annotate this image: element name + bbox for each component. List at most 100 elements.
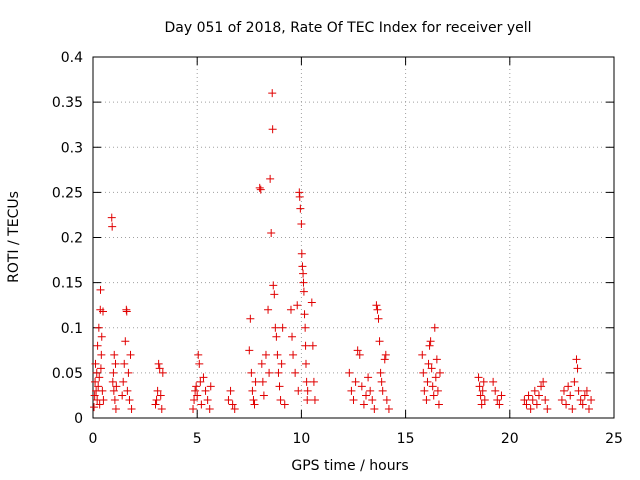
data-points — [90, 89, 596, 413]
data-point — [578, 400, 587, 409]
data-point — [301, 341, 310, 350]
data-point — [111, 404, 120, 413]
data-point — [224, 395, 233, 404]
data-point — [345, 368, 354, 377]
data-point — [190, 395, 199, 404]
data-point — [381, 350, 390, 359]
data-point — [347, 386, 356, 395]
data-point — [255, 183, 264, 192]
data-point — [118, 391, 127, 400]
data-point — [431, 373, 440, 382]
data-point — [373, 305, 382, 314]
data-point — [435, 368, 444, 377]
data-point — [288, 332, 297, 341]
data-point — [423, 377, 432, 386]
data-point — [309, 377, 318, 386]
data-point — [230, 404, 239, 413]
data-point — [378, 386, 387, 395]
data-point — [99, 307, 108, 316]
data-point — [152, 395, 161, 404]
data-point — [249, 395, 258, 404]
data-point — [587, 395, 596, 404]
data-point — [96, 285, 105, 294]
data-point — [372, 301, 381, 310]
data-point — [294, 386, 303, 395]
data-point — [534, 391, 543, 400]
data-point — [303, 386, 312, 395]
y-tick-label: 0.1 — [61, 321, 83, 337]
data-point — [429, 391, 438, 400]
data-point — [124, 368, 133, 377]
data-point — [120, 359, 129, 368]
data-point — [109, 386, 118, 395]
data-point — [491, 386, 500, 395]
data-point — [271, 323, 280, 332]
data-point — [384, 404, 393, 413]
data-point — [272, 332, 281, 341]
data-point — [153, 386, 162, 395]
data-point — [248, 386, 257, 395]
data-point — [107, 213, 116, 222]
data-point — [301, 323, 310, 332]
data-point — [278, 323, 287, 332]
data-point — [489, 377, 498, 386]
data-point — [351, 377, 360, 386]
data-point — [427, 364, 436, 373]
data-point — [362, 391, 371, 400]
data-point — [157, 404, 166, 413]
data-point — [199, 373, 208, 382]
data-point — [308, 341, 317, 350]
data-point — [299, 278, 308, 287]
data-point — [419, 368, 428, 377]
data-point — [246, 314, 255, 323]
data-point — [576, 395, 585, 404]
data-point — [376, 368, 385, 377]
data-point — [110, 395, 119, 404]
data-point — [353, 346, 362, 355]
data-point — [94, 382, 103, 391]
x-axis-label: GPS time / hours — [291, 458, 408, 474]
data-point — [99, 395, 108, 404]
data-point — [307, 298, 316, 307]
data-point — [564, 382, 573, 391]
data-point — [539, 377, 548, 386]
data-point — [286, 305, 295, 314]
data-point — [382, 395, 391, 404]
data-point — [537, 382, 546, 391]
y-tick-label: 0.3 — [61, 140, 83, 156]
data-point — [96, 364, 105, 373]
data-point — [201, 386, 210, 395]
data-point — [94, 323, 103, 332]
y-tick-label: 0 — [74, 411, 83, 427]
x-tick-label: 20 — [501, 431, 519, 447]
data-point — [289, 350, 298, 359]
data-point — [522, 400, 531, 409]
y-axis-label: ROTI / TECUs — [6, 191, 22, 283]
data-point — [228, 400, 237, 409]
x-tick-label: 25 — [605, 431, 623, 447]
data-point — [425, 341, 434, 350]
data-point — [93, 341, 102, 350]
data-point — [541, 395, 550, 404]
data-point — [349, 395, 358, 404]
data-point — [123, 386, 132, 395]
data-point — [478, 386, 487, 395]
data-point — [474, 373, 483, 382]
data-point — [108, 222, 117, 231]
data-point — [357, 382, 366, 391]
data-point — [297, 219, 306, 228]
data-point — [370, 404, 379, 413]
data-point — [366, 386, 375, 395]
data-point — [265, 368, 274, 377]
data-point — [251, 377, 260, 386]
data-point — [566, 391, 575, 400]
data-point — [268, 89, 277, 98]
x-tick-label: 5 — [193, 431, 202, 447]
grid — [93, 57, 614, 418]
data-point — [247, 368, 256, 377]
data-point — [269, 281, 278, 290]
data-point — [264, 305, 273, 314]
data-point — [109, 368, 118, 377]
data-point — [259, 391, 268, 400]
x-tick-label: 15 — [397, 431, 415, 447]
